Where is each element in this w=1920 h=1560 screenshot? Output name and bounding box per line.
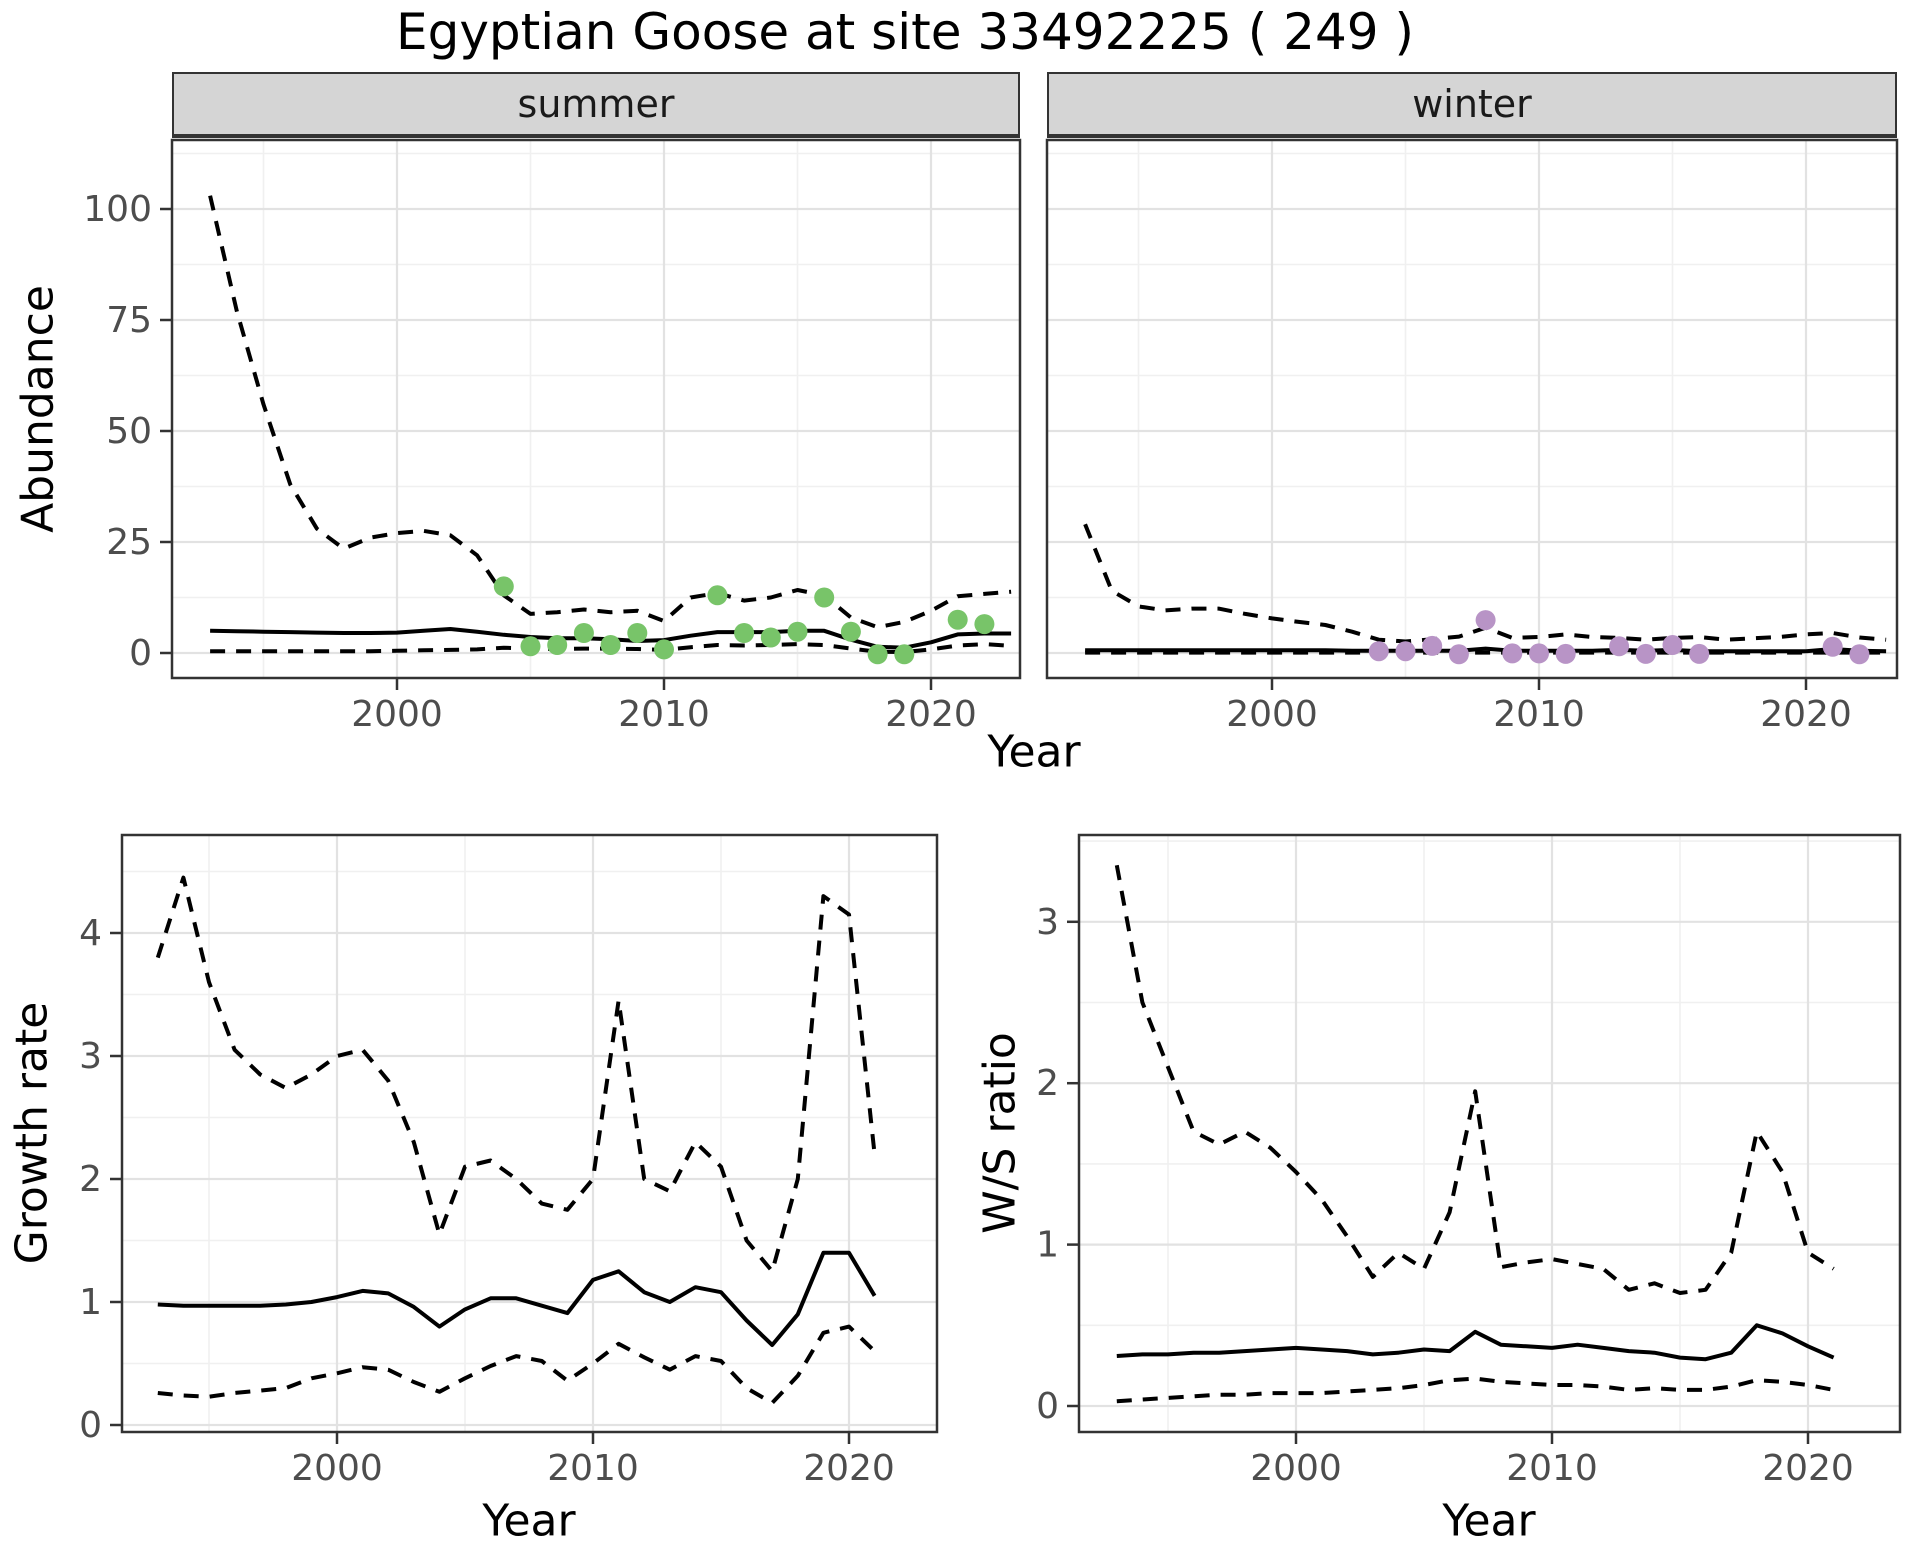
- abundance-summer-observation-point: [840, 621, 861, 642]
- abundance-summer-observation-point: [573, 623, 594, 643]
- abundance-summer-observation-point: [974, 614, 995, 635]
- y-tick-label: 2: [79, 1159, 102, 1200]
- x-tick-label: 2020: [803, 1448, 895, 1489]
- panel-border: [120, 833, 939, 1434]
- x-tick-label: 2020: [1762, 1448, 1854, 1489]
- y-tick-label: 3: [1036, 902, 1059, 943]
- panel-border: [170, 138, 1022, 680]
- abundance-summer-observation-point: [734, 623, 755, 643]
- abundance-winter-observation-point: [1502, 643, 1523, 664]
- x-tick-label: 2000: [1250, 1448, 1342, 1489]
- x-axis-title-growth: Year: [482, 1495, 576, 1547]
- abundance-winter-observation-point: [1689, 643, 1710, 664]
- y-tick-label: 100: [83, 189, 152, 230]
- abundance-winter-observation-point: [1529, 643, 1549, 664]
- y-tick-label: 0: [79, 1405, 102, 1446]
- panel-border: [1077, 833, 1902, 1434]
- x-tick-label: 2010: [547, 1448, 639, 1489]
- abundance-summer-observation-point: [520, 636, 541, 657]
- y-axis-title-abundance: Abundance: [12, 285, 64, 533]
- abundance-summer-observation-point: [894, 644, 915, 665]
- facet-strip-summer: summer: [172, 72, 1020, 138]
- abundance-winter-observation-point: [1448, 644, 1469, 665]
- y-axis-title-growth-rate: Growth rate: [6, 1001, 58, 1265]
- y-tick-label: 1: [79, 1282, 102, 1323]
- x-tick-label: 2010: [1493, 694, 1585, 735]
- abundance-summer-observation-point: [600, 635, 621, 655]
- abundance-winter-observation-point: [1368, 641, 1389, 662]
- x-tick-label: 2000: [1226, 694, 1318, 735]
- panel-border: [1045, 138, 1899, 680]
- abundance-summer-observation-point: [547, 635, 568, 655]
- x-tick-label: 2010: [618, 694, 710, 735]
- abundance-winter-mean-line: [1085, 646, 1887, 654]
- growth-rate-mean-line: [157, 1250, 877, 1347]
- y-tick-label: 0: [129, 633, 152, 674]
- y-tick-label: 1: [1036, 1225, 1059, 1266]
- ws-ratio-mean-line: [1116, 1323, 1835, 1362]
- abundance-winter-observation-point: [1422, 635, 1443, 656]
- abundance-summer-observation-point: [787, 621, 808, 642]
- abundance-winter-observation-point: [1822, 636, 1843, 657]
- abundance-summer-observation-point: [707, 585, 728, 606]
- x-tick-label: 2010: [1506, 1448, 1598, 1489]
- abundance-summer-observation-point: [947, 609, 968, 630]
- abundance-summer-observation-point: [627, 623, 648, 643]
- facet-strip-summer-label: summer: [517, 82, 675, 126]
- abundance-summer-observation-point: [814, 587, 835, 608]
- y-tick-label: 2: [1036, 1063, 1059, 1104]
- ws-ratio-lower_ci-line: [1116, 1376, 1834, 1404]
- x-tick-label: 2000: [351, 694, 443, 735]
- y-tick-label: 50: [106, 411, 152, 452]
- x-tick-label: 2020: [1760, 694, 1852, 735]
- abundance-winter-observation-point: [1555, 643, 1576, 664]
- abundance-winter-observation-point: [1662, 635, 1683, 655]
- y-tick-label: 3: [79, 1036, 102, 1077]
- chart-title: Egyptian Goose at site 33492225 ( 249 ): [396, 3, 1414, 61]
- x-tick-label: 2000: [291, 1448, 383, 1489]
- abundance-winter-observation-point: [1849, 644, 1870, 665]
- x-axis-title-top: Year: [987, 726, 1081, 778]
- y-tick-label: 25: [106, 522, 152, 563]
- abundance-winter-observation-point: [1635, 643, 1656, 664]
- abundance-winter-observation-point: [1609, 636, 1630, 657]
- abundance-summer-upper_ci-line: [208, 195, 1012, 630]
- ws-ratio-upper_ci-line: [1114, 864, 1835, 1295]
- abundance-summer-observation-point: [760, 627, 781, 648]
- y-tick-label: 75: [106, 300, 152, 341]
- facet-strip-winter-label: winter: [1412, 82, 1532, 126]
- x-axis-title-ws: Year: [1442, 1495, 1536, 1547]
- abundance-winter-observation-point: [1475, 610, 1496, 631]
- x-tick-label: 2020: [885, 694, 977, 735]
- abundance-winter-observation-point: [1395, 641, 1416, 662]
- abundance-summer-observation-point: [493, 576, 514, 597]
- y-tick-label: 4: [79, 913, 102, 954]
- facet-strip-winter: winter: [1047, 72, 1897, 138]
- abundance-summer-observation-point: [867, 644, 888, 665]
- y-tick-label: 0: [1036, 1386, 1059, 1427]
- y-axis-title-ws-ratio: W/S ratio: [974, 1032, 1026, 1234]
- growth-rate-lower_ci-line: [157, 1324, 876, 1405]
- abundance-summer-observation-point: [654, 639, 674, 660]
- growth-rate-upper_ci-line: [155, 875, 877, 1274]
